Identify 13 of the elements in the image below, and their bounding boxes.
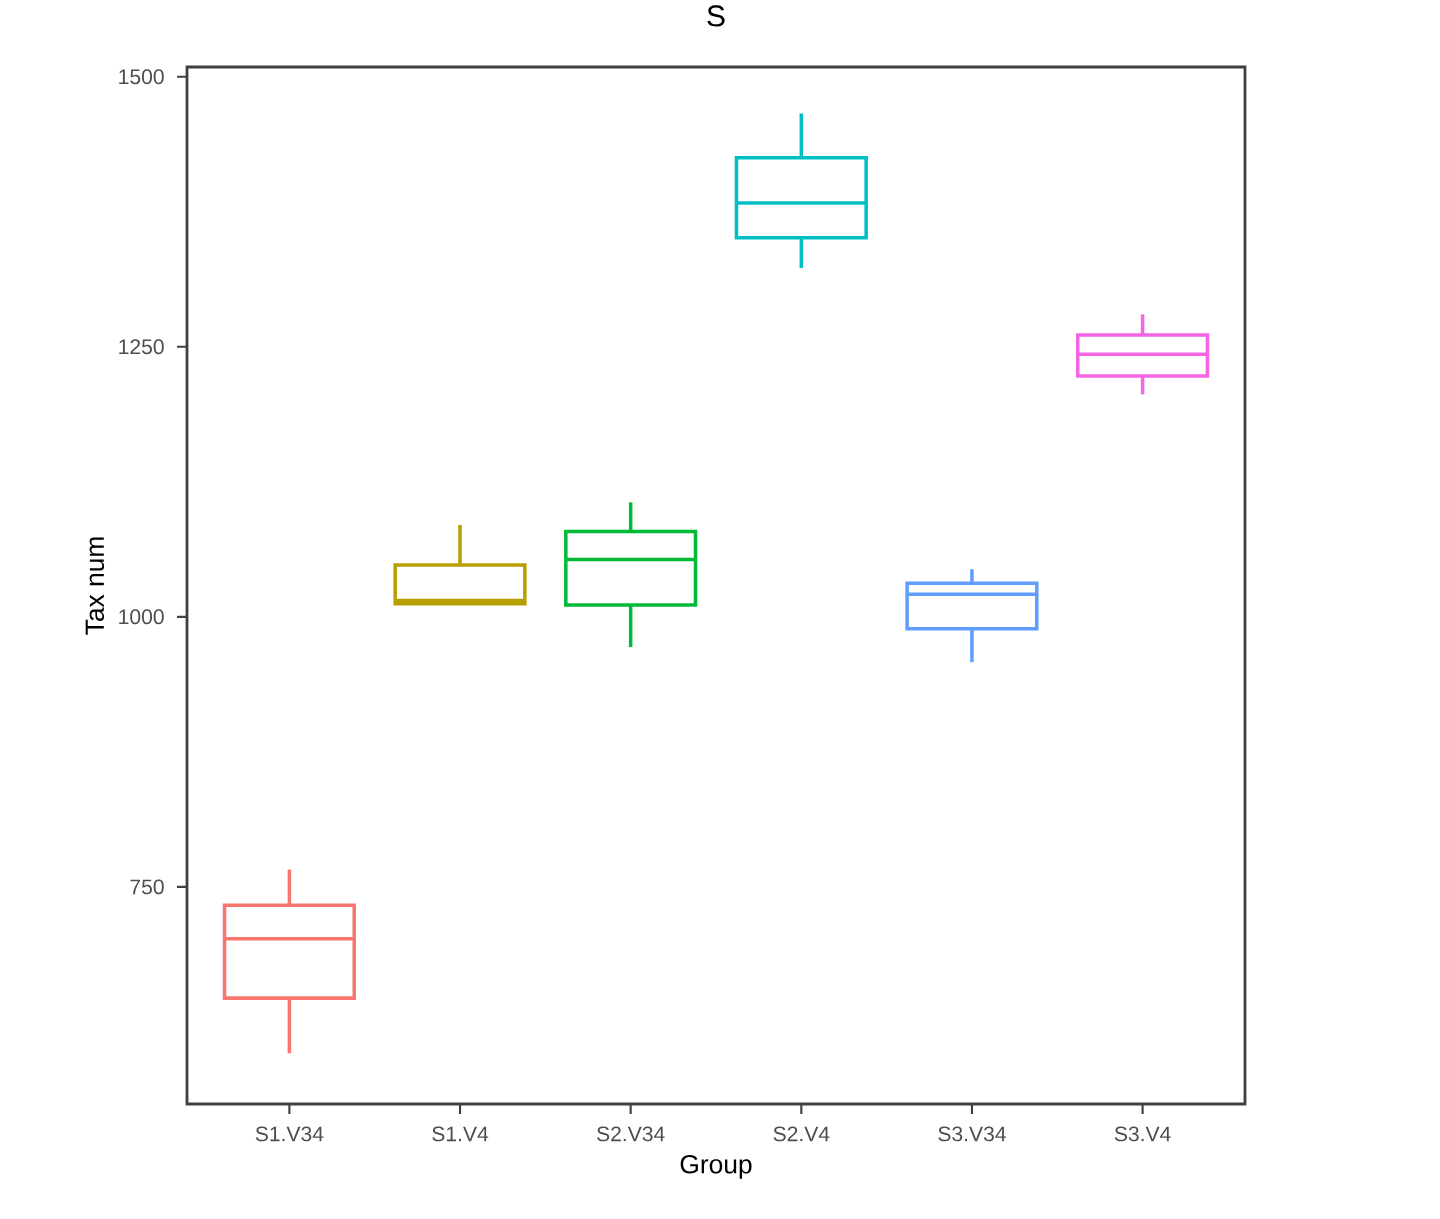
- y-axis-title: Tax num: [85, 537, 105, 635]
- y-tick-label: 1250: [119, 339, 164, 355]
- x-axis-title: Group: [680, 1154, 752, 1179]
- x-tick-label: S3.V4: [1114, 1126, 1171, 1142]
- x-tick-label: S1.V34: [255, 1126, 324, 1142]
- y-tick-label: 1500: [119, 69, 164, 85]
- chart-title: S: [707, 5, 725, 27]
- x-tick-label: S2.V4: [773, 1126, 830, 1142]
- x-tick-label: S2.V34: [597, 1126, 665, 1142]
- y-tick-label: 750: [130, 879, 164, 895]
- x-tick-label: S1.V4: [432, 1126, 489, 1142]
- y-tick-label: 1000: [119, 609, 164, 625]
- x-tick-label: S3.V34: [938, 1126, 1006, 1142]
